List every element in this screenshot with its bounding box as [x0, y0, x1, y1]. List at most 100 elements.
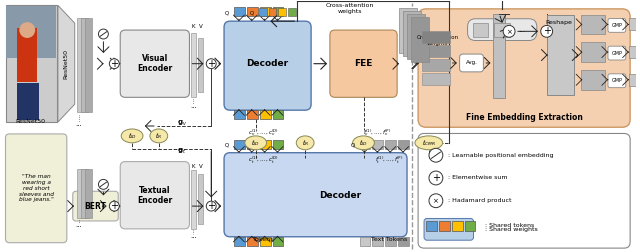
Text: Q: Q	[250, 11, 253, 16]
Bar	[278, 8, 286, 16]
Bar	[407, 14, 425, 59]
Bar	[273, 237, 284, 246]
Text: Avg.: Avg.	[465, 60, 477, 66]
Text: : Shared tokens: : Shared tokens	[485, 223, 534, 228]
Text: $f_v^{(1)},\ldots,f_v^{(P)}$: $f_v^{(1)},\ldots,f_v^{(P)}$	[363, 128, 392, 138]
Text: $\ell_R$: $\ell_R$	[301, 138, 309, 148]
FancyBboxPatch shape	[418, 134, 630, 248]
FancyBboxPatch shape	[224, 153, 407, 237]
Bar	[6, 6, 56, 58]
Text: V: V	[198, 164, 202, 169]
Text: K: K	[191, 164, 195, 169]
Text: ...: ...	[76, 222, 82, 228]
Bar	[247, 237, 258, 246]
Text: GMP: GMP	[611, 78, 622, 83]
Text: Decoder: Decoder	[319, 191, 361, 200]
Bar	[234, 7, 245, 16]
Text: $c_v^{(1)},\ldots,c_v^{(D)}$: $c_v^{(1)},\ldots,c_v^{(D)}$	[248, 128, 279, 138]
Bar	[84, 18, 92, 112]
Bar	[77, 169, 84, 218]
Bar	[581, 70, 605, 90]
FancyBboxPatch shape	[468, 19, 537, 41]
FancyBboxPatch shape	[460, 54, 483, 72]
Bar	[260, 237, 271, 246]
FancyBboxPatch shape	[120, 30, 189, 97]
Bar	[77, 18, 84, 112]
FancyBboxPatch shape	[120, 162, 189, 229]
Bar	[581, 15, 605, 34]
Bar	[259, 8, 267, 16]
Circle shape	[429, 194, 443, 208]
Bar	[399, 8, 417, 53]
Bar	[385, 140, 396, 149]
Bar	[260, 7, 271, 16]
Circle shape	[429, 148, 443, 162]
Text: ...: ...	[518, 25, 525, 34]
Circle shape	[99, 29, 108, 39]
Text: ...: ...	[190, 103, 196, 109]
Text: Cross-attention
weights: Cross-attention weights	[417, 35, 459, 46]
Text: Decoder: Decoder	[246, 59, 289, 68]
Polygon shape	[58, 5, 75, 122]
Bar	[465, 220, 476, 231]
Bar	[247, 140, 258, 149]
Bar	[439, 220, 450, 231]
Bar	[422, 73, 450, 85]
Bar	[422, 31, 450, 43]
Bar	[628, 18, 639, 30]
Bar	[360, 140, 371, 149]
Text: Tokens: Tokens	[253, 237, 275, 242]
Bar	[494, 23, 510, 37]
Bar	[81, 169, 88, 218]
Ellipse shape	[150, 129, 168, 143]
Text: $\times$: $\times$	[433, 197, 440, 205]
Text: $\ell_{ID}$: $\ell_{ID}$	[251, 138, 260, 148]
Bar	[411, 17, 429, 62]
FancyBboxPatch shape	[608, 46, 626, 60]
Text: $\ell_{ID}$: $\ell_{ID}$	[359, 138, 368, 148]
Ellipse shape	[415, 136, 443, 150]
Text: $\mathbf{g}_v$: $\mathbf{g}_v$	[177, 118, 187, 128]
Bar	[422, 45, 450, 57]
FancyBboxPatch shape	[330, 30, 397, 97]
Text: ResNet50: ResNet50	[15, 118, 45, 123]
Bar	[260, 140, 271, 149]
Text: $\ell_R$: $\ell_R$	[155, 131, 163, 141]
Circle shape	[503, 25, 515, 37]
Circle shape	[541, 25, 552, 37]
Bar	[403, 11, 421, 56]
FancyBboxPatch shape	[6, 134, 67, 243]
Bar	[628, 74, 639, 86]
Text: : Learnable positional embedding: : Learnable positional embedding	[448, 153, 553, 158]
Circle shape	[99, 179, 108, 189]
Bar	[493, 14, 505, 98]
Bar	[198, 38, 204, 92]
Ellipse shape	[353, 136, 374, 150]
Text: $\mathbf{g}_t$: $\mathbf{g}_t$	[177, 147, 186, 156]
Circle shape	[206, 59, 216, 69]
Text: Q: Q	[225, 142, 229, 147]
Bar	[17, 83, 39, 120]
Bar	[273, 7, 284, 16]
Bar	[398, 237, 409, 246]
Bar	[234, 237, 245, 246]
Text: +: +	[207, 201, 215, 211]
Text: Q: Q	[225, 11, 229, 16]
Bar	[426, 220, 437, 231]
Text: Q: Q	[350, 142, 355, 147]
FancyBboxPatch shape	[224, 21, 311, 110]
Text: weights: weights	[337, 9, 362, 14]
Bar	[398, 140, 409, 149]
Text: : Elementwise sum: : Elementwise sum	[448, 175, 508, 180]
Ellipse shape	[245, 136, 267, 150]
Bar	[273, 110, 284, 119]
Text: +: +	[543, 26, 550, 36]
Bar	[247, 7, 258, 16]
Text: Text Tokens: Text Tokens	[371, 237, 407, 242]
Text: +: +	[110, 59, 118, 69]
Circle shape	[19, 22, 35, 38]
Text: ...: ...	[76, 121, 82, 127]
Bar	[191, 170, 196, 229]
Text: +: +	[432, 173, 440, 183]
Text: $f_t^{(1)},\ldots,f_t^{(P)}$: $f_t^{(1)},\ldots,f_t^{(P)}$	[375, 155, 403, 166]
